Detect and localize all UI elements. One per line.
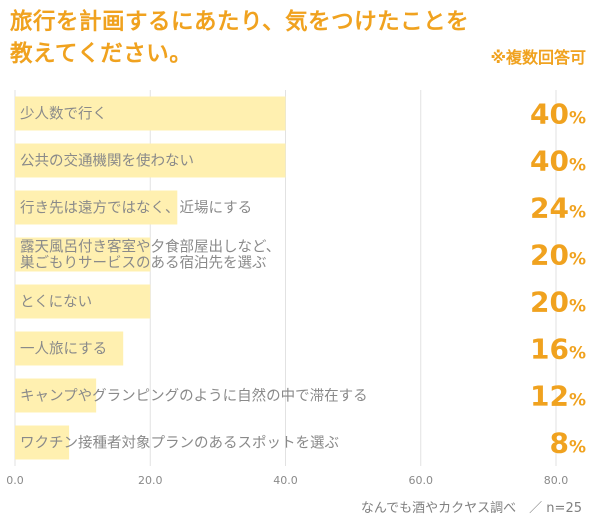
category-label: ワクチン接種者対象プランのあるスポットを選ぶ	[20, 435, 339, 452]
x-axis-ticks: 0.0 20.0 40.0 60.0 80.0	[6, 474, 568, 487]
title-line-1: 旅行を計画するにあたり、気をつけたことを	[10, 9, 470, 35]
bar	[15, 96, 286, 131]
category-label: とくにない	[20, 294, 92, 311]
bar	[15, 284, 151, 319]
category-labels: 少人数で行く公共の交通機関を使わない行き先は遠方ではなく、近場にする露天風呂付き…	[20, 106, 368, 452]
value-label: 8%	[549, 427, 586, 460]
category-label: 少人数で行く	[20, 106, 107, 123]
x-tick-label: 80.0	[544, 474, 569, 487]
bar	[15, 190, 178, 225]
bars	[15, 96, 286, 460]
bar	[15, 331, 124, 366]
value-label: 20%	[530, 286, 586, 319]
category-label: 巣ごもりサービスのある宿泊先を選ぶ	[20, 255, 267, 272]
category-label: 公共の交通機関を使わない	[20, 152, 194, 170]
bar	[15, 378, 97, 413]
bar	[15, 143, 286, 178]
x-tick-label: 20.0	[138, 474, 163, 487]
value-labels: 40% 40% 24% 20% 20% 16% 12% 8%	[530, 98, 586, 460]
category-label: 一人旅にする	[20, 341, 107, 358]
category-label: 行き先は遠方ではなく、近場にする	[20, 200, 252, 217]
value-label: 12%	[530, 380, 586, 413]
value-label: 40%	[530, 145, 586, 178]
category-label: 露天風呂付き客室や夕食部屋出しなど、	[20, 239, 280, 256]
bar	[15, 425, 70, 460]
value-label: 16%	[530, 333, 586, 366]
x-tick-label: 60.0	[409, 474, 434, 487]
value-label: 24%	[530, 192, 586, 225]
value-label: 40%	[530, 98, 586, 131]
x-tick-label: 0.0	[6, 474, 24, 487]
multiple-answer-note: ※複数回答可	[490, 48, 586, 67]
survey-source: なんでも酒やカクヤス調べ ／ n=25	[360, 501, 582, 516]
category-label: キャンプやグランピングのように自然の中で滞在する	[20, 388, 368, 405]
bar	[15, 237, 151, 272]
value-label: 20%	[530, 239, 586, 272]
chart-title: 旅行を計画するにあたり、気をつけたことを 教えてください。	[10, 6, 600, 70]
title-line-2: 教えてください。	[10, 41, 193, 67]
x-tick-label: 40.0	[273, 474, 298, 487]
